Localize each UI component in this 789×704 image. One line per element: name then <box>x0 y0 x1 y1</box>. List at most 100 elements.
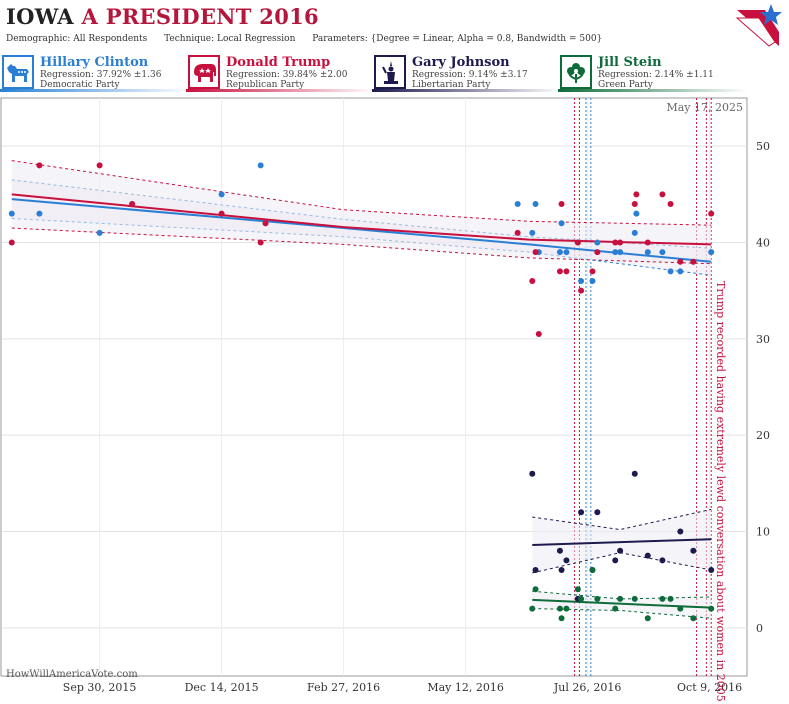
poll-point[interactable] <box>667 268 674 275</box>
poll-point[interactable] <box>556 547 563 554</box>
y-tick-label: 20 <box>756 429 770 442</box>
poll-point[interactable] <box>36 162 43 169</box>
poll-point[interactable] <box>659 595 666 602</box>
poll-point[interactable] <box>558 615 565 622</box>
poll-point[interactable] <box>218 191 225 198</box>
site-logo-icon[interactable] <box>735 2 783 50</box>
poll-point[interactable] <box>529 278 536 285</box>
poll-point[interactable] <box>667 595 674 602</box>
poll-point[interactable] <box>677 605 684 612</box>
poll-point[interactable] <box>617 239 624 246</box>
poll-point[interactable] <box>589 278 596 285</box>
poll-point[interactable] <box>514 229 521 236</box>
poll-point[interactable] <box>631 200 638 207</box>
poll-point[interactable] <box>36 210 43 217</box>
poll-point[interactable] <box>563 605 570 612</box>
poll-point[interactable] <box>612 239 619 246</box>
x-tick-label: Oct 9, 2016 <box>677 681 742 694</box>
candidate-card-johnson[interactable]: Gary Johnson Regression: 9.14% ±3.17 Lib… <box>372 54 562 92</box>
poll-point[interactable] <box>708 567 715 574</box>
candidate-underline <box>558 89 748 92</box>
poll-point[interactable] <box>556 268 563 275</box>
poll-point[interactable] <box>529 229 536 236</box>
poll-point[interactable] <box>532 200 539 207</box>
poll-point[interactable] <box>578 287 585 294</box>
poll-point[interactable] <box>556 249 563 256</box>
poll-point[interactable] <box>659 191 666 198</box>
poll-point[interactable] <box>556 605 563 612</box>
poll-point[interactable] <box>529 605 536 612</box>
poll-point[interactable] <box>708 605 715 612</box>
poll-point[interactable] <box>690 258 697 265</box>
poll-point[interactable] <box>563 268 570 275</box>
poll-point[interactable] <box>612 557 619 564</box>
poll-point[interactable] <box>129 200 136 207</box>
poll-point[interactable] <box>612 605 619 612</box>
poll-point[interactable] <box>257 239 264 246</box>
poll-point[interactable] <box>633 210 640 217</box>
poll-point[interactable] <box>644 249 651 256</box>
poll-point[interactable] <box>690 615 697 622</box>
poll-point[interactable] <box>529 470 536 477</box>
poll-point[interactable] <box>96 229 103 236</box>
poll-point[interactable] <box>535 331 542 338</box>
poll-point[interactable] <box>563 249 570 256</box>
poll-point[interactable] <box>532 586 539 593</box>
poll-point[interactable] <box>617 547 624 554</box>
poll-point[interactable] <box>644 615 651 622</box>
poll-point[interactable] <box>690 547 697 554</box>
poll-point[interactable] <box>96 162 103 169</box>
poll-point[interactable] <box>677 528 684 535</box>
poll-point[interactable] <box>594 595 601 602</box>
technique-label: Technique: Local Regression <box>164 34 296 44</box>
poll-point[interactable] <box>578 509 585 516</box>
poll-point[interactable] <box>667 200 674 207</box>
x-tick-label: May 12, 2016 <box>427 681 504 694</box>
poll-point[interactable] <box>262 220 269 227</box>
poll-point[interactable] <box>644 239 651 246</box>
poll-point[interactable] <box>578 595 585 602</box>
poll-point[interactable] <box>644 552 651 559</box>
poll-point[interactable] <box>594 239 601 246</box>
poll-point[interactable] <box>631 595 638 602</box>
y-tick-label: 30 <box>756 333 770 346</box>
poll-point[interactable] <box>659 249 666 256</box>
poll-point[interactable] <box>8 239 15 246</box>
poll-point[interactable] <box>558 220 565 227</box>
poll-point[interactable] <box>594 249 601 256</box>
poll-point[interactable] <box>677 258 684 265</box>
poll-point[interactable] <box>257 162 264 169</box>
poll-point[interactable] <box>558 567 565 574</box>
candidate-card-trump[interactable]: Donald Trump Regression: 39.84% ±2.00 Re… <box>186 54 376 92</box>
candidate-regression: Regression: 9.14% ±3.17 <box>412 70 528 80</box>
x-tick-label: Sep 30, 2015 <box>63 681 137 694</box>
candidate-card-clinton[interactable]: Hillary Clinton Regression: 37.92% ±1.36… <box>0 54 190 92</box>
poll-point[interactable] <box>574 586 581 593</box>
candidate-underline <box>0 89 190 92</box>
poll-point[interactable] <box>633 191 640 198</box>
poll-point[interactable] <box>532 249 539 256</box>
poll-point[interactable] <box>617 249 624 256</box>
poll-point[interactable] <box>532 567 539 574</box>
poll-point[interactable] <box>631 470 638 477</box>
poll-point[interactable] <box>631 229 638 236</box>
candidate-card-stein[interactable]: Jill Stein Regression: 2.14% ±1.11 Green… <box>558 54 748 92</box>
poll-point[interactable] <box>574 239 581 246</box>
poll-point[interactable] <box>708 249 715 256</box>
poll-point[interactable] <box>659 557 666 564</box>
watermark: HowWillAmericaVote.com <box>6 669 138 680</box>
poll-point[interactable] <box>558 200 565 207</box>
poll-point[interactable] <box>514 200 521 207</box>
poll-point[interactable] <box>612 249 619 256</box>
poll-point[interactable] <box>8 210 15 217</box>
poll-point[interactable] <box>589 268 596 275</box>
poll-point[interactable] <box>578 278 585 285</box>
poll-point[interactable] <box>594 509 601 516</box>
poll-point[interactable] <box>617 595 624 602</box>
event-annotation: Trump recorded having extremely lewd con… <box>714 281 727 702</box>
poll-point[interactable] <box>708 210 715 217</box>
poll-point[interactable] <box>218 210 225 217</box>
poll-point[interactable] <box>589 567 596 574</box>
poll-point[interactable] <box>563 557 570 564</box>
poll-point[interactable] <box>677 268 684 275</box>
